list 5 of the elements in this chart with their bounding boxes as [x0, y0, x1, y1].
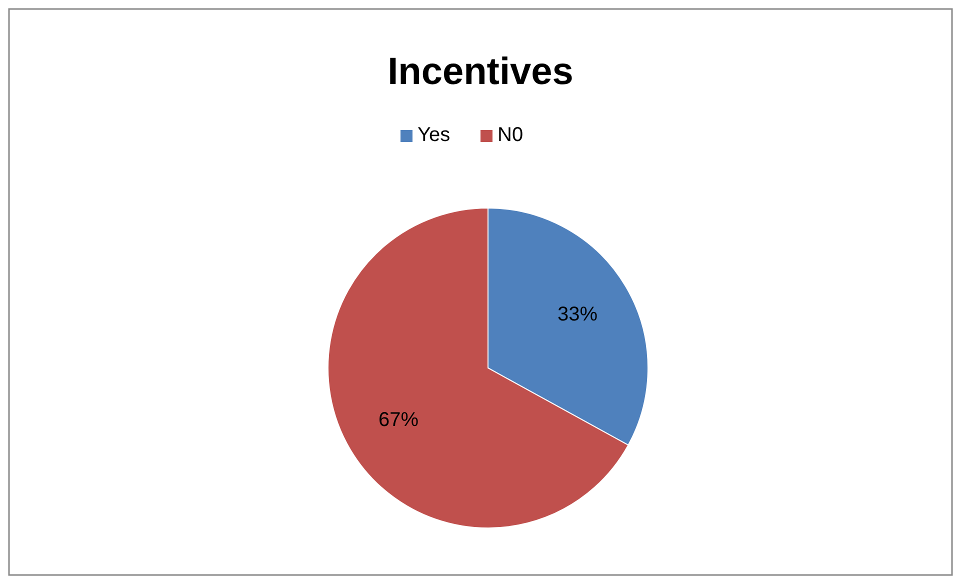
data-label: 67% — [378, 409, 419, 432]
legend-label: N0 — [498, 124, 524, 146]
chart-title: Incentives — [388, 51, 574, 93]
data-label: 33% — [558, 303, 598, 326]
legend-label: Yes — [418, 124, 450, 146]
